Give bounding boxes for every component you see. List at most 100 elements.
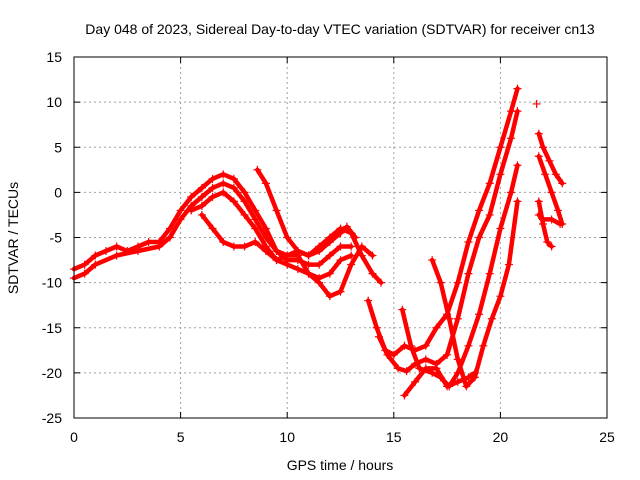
data-point [462, 382, 471, 391]
data-point [336, 256, 345, 265]
data-point [398, 305, 407, 314]
series-line [536, 199, 554, 249]
data-point [453, 355, 462, 364]
series-trace-4 [197, 210, 377, 301]
data-point [464, 341, 473, 350]
data-point [383, 350, 392, 359]
series-trace-6 [364, 84, 522, 359]
data-point [347, 242, 356, 251]
data-point [445, 314, 454, 323]
data-point [541, 170, 550, 179]
y-tick-label: -10 [42, 275, 62, 291]
data-point [336, 228, 345, 237]
series-line [365, 86, 520, 358]
x-tick-label: 20 [493, 429, 509, 445]
data-point [357, 242, 366, 251]
data-point [347, 251, 356, 260]
data-point [251, 206, 260, 215]
data-point [485, 179, 494, 188]
data-point [283, 251, 292, 260]
data-point [272, 256, 281, 265]
data-point [547, 242, 556, 251]
data-point [219, 238, 228, 247]
data-point [368, 269, 377, 278]
data-point [534, 129, 543, 138]
data-point [479, 341, 488, 350]
data-point [464, 238, 473, 247]
data-point [283, 260, 292, 269]
series-line [71, 172, 384, 285]
data-point [351, 233, 360, 242]
data-point [293, 247, 302, 256]
data-point [507, 188, 516, 197]
data-point [551, 170, 560, 179]
data-point [144, 238, 153, 247]
data-point [251, 215, 260, 224]
data-point [453, 377, 462, 386]
data-point [496, 224, 505, 233]
data-point [543, 238, 552, 247]
data-point [197, 192, 206, 201]
data-point [304, 251, 313, 260]
data-point [272, 206, 281, 215]
chart-title: Day 048 of 2023, Sidereal Day-to-day VTE… [85, 21, 595, 37]
y-axis-label: SDTVAR / TECUs [5, 182, 21, 294]
data-point [532, 99, 541, 108]
series-trace-11 [534, 129, 567, 188]
data-point [377, 278, 386, 287]
data-point [229, 183, 238, 192]
data-point [372, 323, 381, 332]
data-point [347, 260, 356, 269]
data-point [539, 143, 548, 152]
data-point [325, 238, 334, 247]
data-point [558, 179, 567, 188]
series-trace-1 [70, 170, 386, 287]
data-point [496, 170, 505, 179]
data-point [229, 242, 238, 251]
data-point [539, 219, 548, 228]
data-point [165, 233, 174, 242]
data-point [485, 269, 494, 278]
data-point [315, 260, 324, 269]
data-point [421, 355, 430, 364]
data-point [91, 260, 100, 269]
x-tick-label: 0 [70, 429, 78, 445]
data-point [187, 192, 196, 201]
series-line [536, 131, 565, 186]
data-point [443, 350, 452, 359]
data-point [556, 219, 565, 228]
data-point [80, 269, 89, 278]
data-point [208, 183, 217, 192]
data-point [394, 364, 403, 373]
series-trace-14 [534, 197, 556, 251]
data-point [253, 165, 262, 174]
series-trace-5 [253, 165, 360, 260]
data-point [357, 251, 366, 260]
y-tick-label: 5 [54, 139, 62, 155]
data-point [219, 188, 228, 197]
data-point [436, 278, 445, 287]
data-point [325, 269, 334, 278]
data-point [475, 206, 484, 215]
y-tick-label: -5 [50, 230, 63, 246]
data-point [272, 247, 281, 256]
series-line [402, 366, 478, 398]
data-point [534, 197, 543, 206]
data-point [513, 197, 522, 206]
y-tick-label: 15 [46, 49, 62, 65]
data-point [261, 224, 270, 233]
data-point [133, 247, 142, 256]
data-point [325, 292, 334, 301]
data-point [208, 224, 217, 233]
data-point [197, 201, 206, 210]
data-point [197, 210, 206, 219]
axes: 0 5 10 15 20 25 15 10 5 0 -5 -10 -15 -20 -25 [42, 49, 615, 445]
data-point [219, 170, 228, 179]
data-point [336, 287, 345, 296]
data-point [364, 296, 373, 305]
data-point [197, 183, 206, 192]
data-point [240, 210, 249, 219]
data-point [101, 247, 110, 256]
data-point [545, 156, 554, 165]
data-point [165, 224, 174, 233]
